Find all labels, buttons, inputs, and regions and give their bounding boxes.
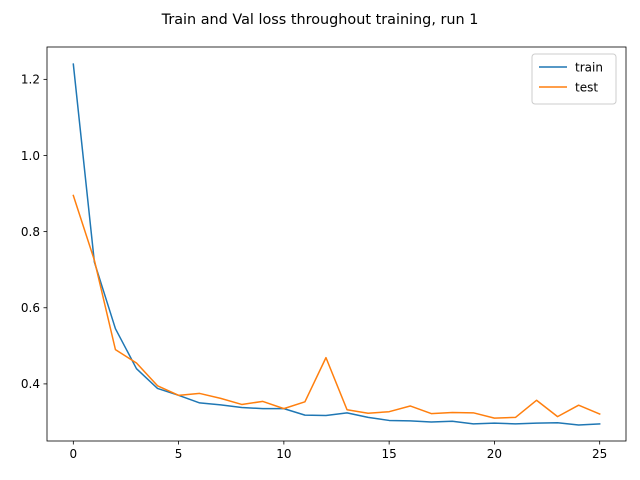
y-axis: 0.4 0.6 0.8 1.0 1.2 bbox=[21, 73, 47, 391]
chart-title: Train and Val loss throughout training, … bbox=[161, 12, 479, 28]
x-tick-label: 5 bbox=[175, 447, 183, 461]
series-line-test bbox=[72, 194, 601, 419]
y-tick-label: 1.2 bbox=[21, 73, 40, 87]
legend: train test bbox=[531, 53, 617, 105]
x-tick-label: 15 bbox=[381, 447, 396, 461]
y-tick-label: 1.0 bbox=[21, 149, 40, 163]
series-line-train bbox=[72, 63, 601, 426]
y-tick-label: 0.8 bbox=[21, 225, 40, 239]
x-axis: 0 5 10 15 20 25 bbox=[69, 441, 607, 461]
series-layer bbox=[72, 63, 601, 426]
axes-frame bbox=[46, 46, 627, 442]
legend-label-test: test bbox=[575, 80, 598, 94]
y-tick-label: 0.4 bbox=[21, 377, 40, 391]
legend-label-train: train bbox=[575, 60, 603, 74]
x-tick-label: 20 bbox=[487, 447, 502, 461]
y-tick-label: 0.6 bbox=[21, 301, 40, 315]
x-tick-label: 25 bbox=[592, 447, 607, 461]
x-tick-label: 0 bbox=[69, 447, 77, 461]
legend-box bbox=[531, 53, 617, 105]
x-tick-label: 10 bbox=[276, 447, 291, 461]
